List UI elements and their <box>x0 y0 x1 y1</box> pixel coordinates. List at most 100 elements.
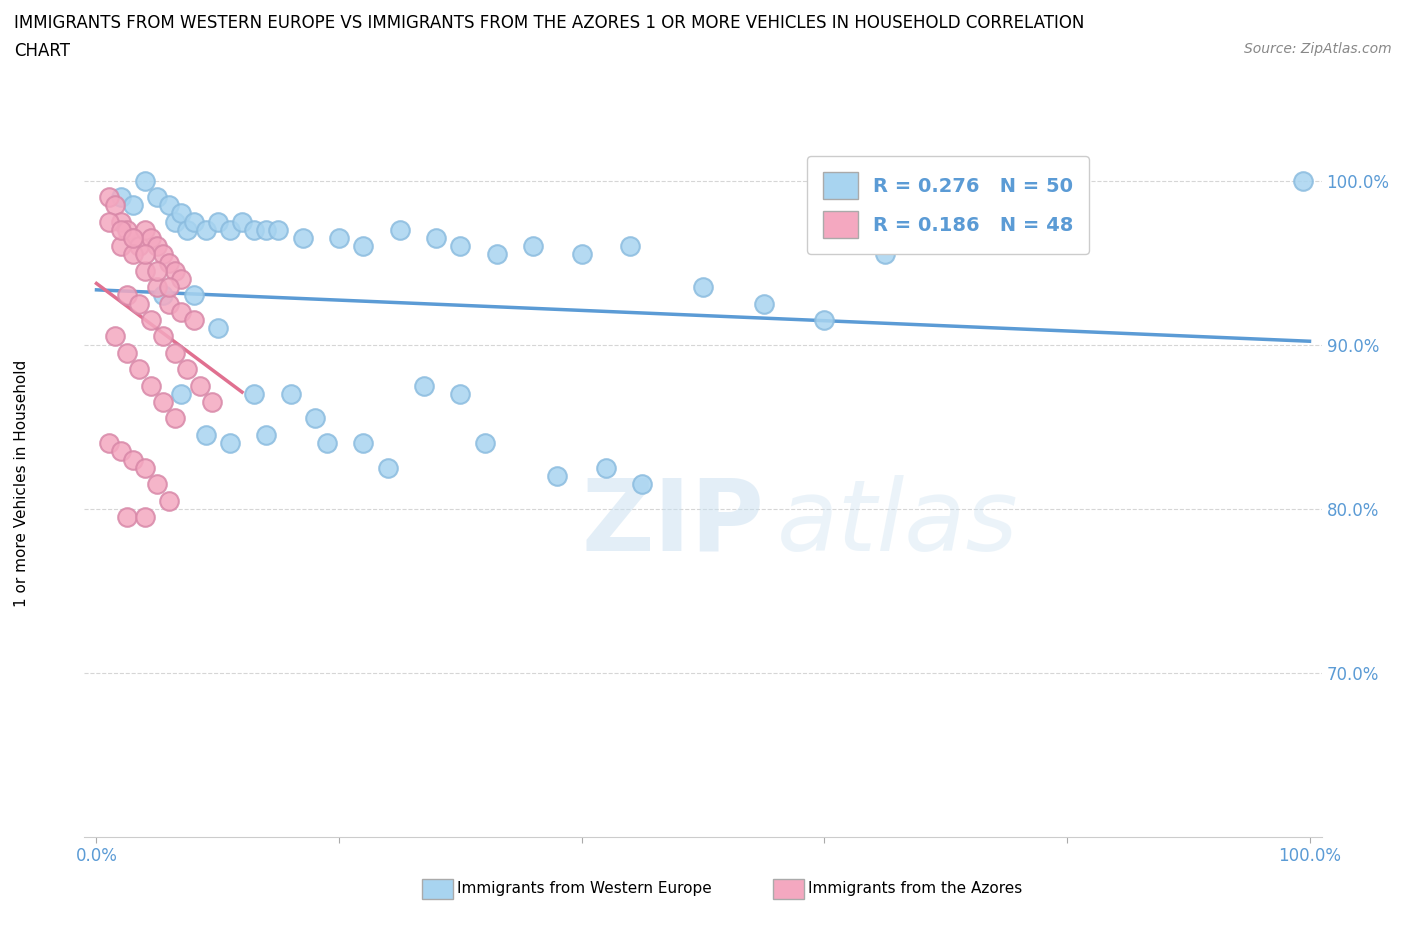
Point <box>97 214 120 229</box>
Point <box>254 428 277 443</box>
Point <box>619 239 641 254</box>
Point <box>128 239 150 254</box>
Point <box>110 239 132 254</box>
Point <box>152 329 174 344</box>
Point <box>207 214 229 229</box>
Point <box>157 493 180 508</box>
Point <box>128 296 150 311</box>
Point <box>522 239 544 254</box>
Point <box>146 239 169 254</box>
Text: ZIP: ZIP <box>582 474 765 572</box>
Point <box>219 435 242 450</box>
Point <box>165 263 187 278</box>
Point <box>128 362 150 377</box>
Text: atlas: atlas <box>778 474 1019 572</box>
Point <box>267 222 290 237</box>
Text: IMMIGRANTS FROM WESTERN EUROPE VS IMMIGRANTS FROM THE AZORES 1 OR MORE VEHICLES : IMMIGRANTS FROM WESTERN EUROPE VS IMMIGR… <box>14 14 1084 32</box>
Point <box>152 247 174 262</box>
Text: 1 or more Vehicles in Household: 1 or more Vehicles in Household <box>14 360 28 607</box>
Point <box>122 452 145 467</box>
Point <box>170 304 193 319</box>
Point <box>595 460 617 475</box>
Point <box>813 312 835 327</box>
Point <box>146 190 169 205</box>
Point <box>304 411 326 426</box>
Point <box>201 394 224 409</box>
Point <box>194 428 217 443</box>
Point <box>110 444 132 458</box>
Point <box>207 321 229 336</box>
Point <box>546 469 568 484</box>
Point <box>170 272 193 286</box>
Point <box>146 280 169 295</box>
Point <box>377 460 399 475</box>
Point <box>157 280 180 295</box>
Point <box>110 190 132 205</box>
Point <box>243 387 266 402</box>
Point <box>122 231 145 246</box>
Point <box>134 222 156 237</box>
Point <box>115 510 138 525</box>
Point <box>104 198 127 213</box>
Point <box>165 214 187 229</box>
Text: Immigrants from the Azores: Immigrants from the Azores <box>808 881 1022 896</box>
Point <box>425 231 447 246</box>
Point <box>352 239 374 254</box>
Point <box>449 387 471 402</box>
Point <box>170 387 193 402</box>
Point <box>157 255 180 270</box>
Point <box>485 247 508 262</box>
Point <box>115 222 138 237</box>
Point <box>571 247 593 262</box>
Point <box>139 312 162 327</box>
Point <box>243 222 266 237</box>
Point <box>134 173 156 188</box>
Point <box>139 231 162 246</box>
Point <box>146 263 169 278</box>
Point <box>110 214 132 229</box>
Point <box>97 435 120 450</box>
Point <box>183 312 205 327</box>
Point <box>352 435 374 450</box>
Legend: R = 0.276   N = 50, R = 0.186   N = 48: R = 0.276 N = 50, R = 0.186 N = 48 <box>807 156 1090 254</box>
Point <box>631 477 654 492</box>
Point <box>110 222 132 237</box>
Point <box>183 214 205 229</box>
Point <box>291 231 314 246</box>
Point <box>134 460 156 475</box>
Point <box>194 222 217 237</box>
Point <box>188 379 211 393</box>
Point <box>146 477 169 492</box>
Point <box>115 345 138 360</box>
Point <box>254 222 277 237</box>
Point <box>183 288 205 303</box>
Point <box>219 222 242 237</box>
Point <box>176 222 198 237</box>
Point <box>122 198 145 213</box>
Point <box>157 198 180 213</box>
Point <box>692 280 714 295</box>
Point <box>328 231 350 246</box>
Point <box>152 394 174 409</box>
Point <box>873 247 896 262</box>
Point <box>122 247 145 262</box>
Point <box>104 329 127 344</box>
Point <box>165 411 187 426</box>
Point <box>157 296 180 311</box>
Point <box>134 510 156 525</box>
Point <box>97 190 120 205</box>
Point <box>176 362 198 377</box>
Point <box>139 379 162 393</box>
Point <box>231 214 253 229</box>
Point <box>122 231 145 246</box>
Point <box>316 435 339 450</box>
Point <box>752 296 775 311</box>
Point <box>152 288 174 303</box>
Point <box>388 222 411 237</box>
Text: Immigrants from Western Europe: Immigrants from Western Europe <box>457 881 711 896</box>
Point <box>115 288 138 303</box>
Point <box>1292 173 1315 188</box>
Point <box>280 387 302 402</box>
Point <box>165 345 187 360</box>
Point <box>170 206 193 220</box>
